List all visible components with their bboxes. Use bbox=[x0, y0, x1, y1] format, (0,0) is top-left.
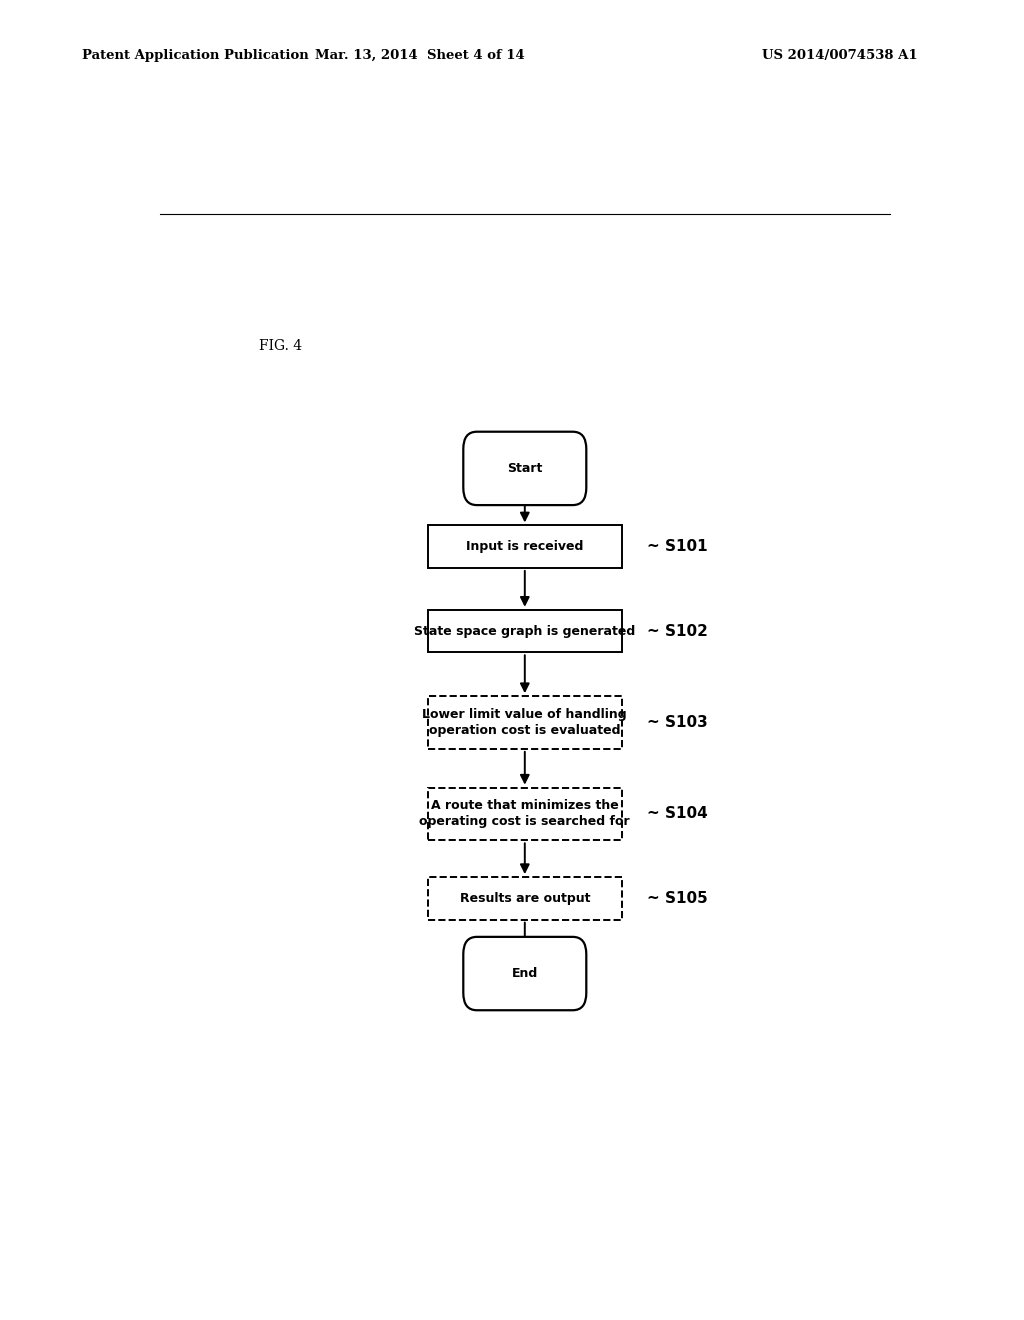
FancyBboxPatch shape bbox=[463, 937, 587, 1010]
Text: ~ S103: ~ S103 bbox=[647, 715, 709, 730]
FancyBboxPatch shape bbox=[428, 876, 622, 920]
Text: ~ S101: ~ S101 bbox=[647, 539, 708, 554]
Text: Input is received: Input is received bbox=[466, 540, 584, 553]
FancyBboxPatch shape bbox=[428, 788, 622, 841]
Text: Results are output: Results are output bbox=[460, 892, 590, 904]
FancyBboxPatch shape bbox=[463, 432, 587, 506]
FancyBboxPatch shape bbox=[428, 610, 622, 652]
Text: End: End bbox=[512, 968, 538, 979]
FancyBboxPatch shape bbox=[428, 525, 622, 568]
Text: Start: Start bbox=[507, 462, 543, 475]
Text: Patent Application Publication: Patent Application Publication bbox=[82, 49, 308, 62]
FancyBboxPatch shape bbox=[428, 696, 622, 748]
Text: FIG. 4: FIG. 4 bbox=[259, 339, 302, 354]
Text: Mar. 13, 2014  Sheet 4 of 14: Mar. 13, 2014 Sheet 4 of 14 bbox=[315, 49, 524, 62]
Text: Lower limit value of handling
operation cost is evaluated: Lower limit value of handling operation … bbox=[423, 708, 627, 737]
Text: US 2014/0074538 A1: US 2014/0074538 A1 bbox=[762, 49, 918, 62]
Text: ~ S105: ~ S105 bbox=[647, 891, 709, 906]
Text: ~ S104: ~ S104 bbox=[647, 807, 709, 821]
Text: State space graph is generated: State space graph is generated bbox=[414, 624, 636, 638]
Text: ~ S102: ~ S102 bbox=[647, 623, 709, 639]
Text: A route that minimizes the
operating cost is searched for: A route that minimizes the operating cos… bbox=[420, 800, 630, 829]
